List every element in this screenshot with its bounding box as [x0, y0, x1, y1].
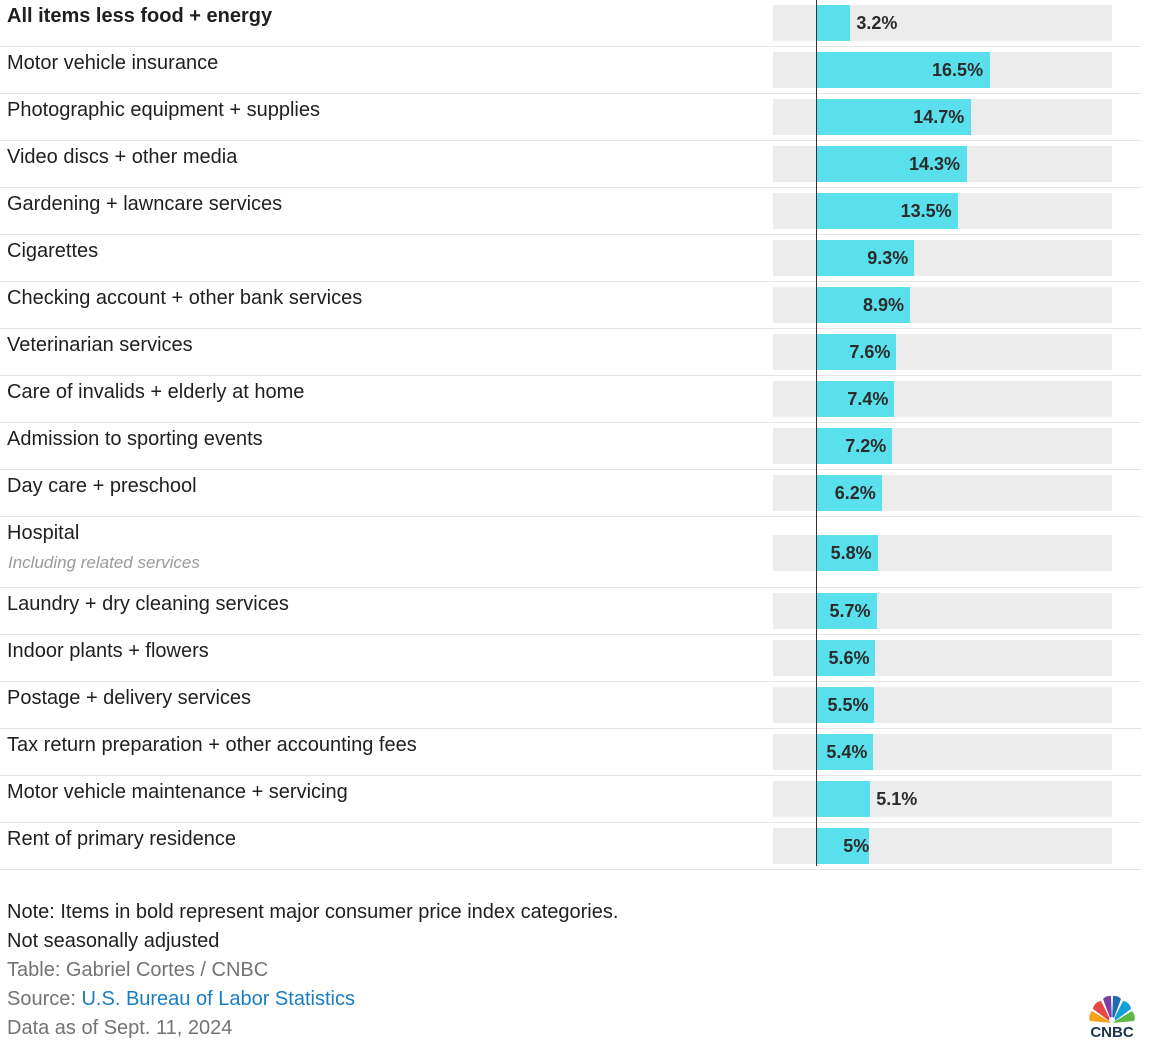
value-label: 5.5%: [827, 695, 869, 715]
value-bar: [816, 5, 851, 41]
category-label: Care of invalids + elderly at home: [7, 381, 305, 403]
cpi-bar-table: All items less food + energy 3.2% Motor ve…: [0, 0, 1141, 870]
table-row: Cigarettes 9.3%: [0, 235, 1141, 282]
table-row: Rent of primary residence 5%: [0, 823, 1141, 870]
value-label: 16.5%: [932, 60, 984, 80]
value-bar: [816, 193, 959, 229]
category-label: Day care + preschool: [7, 475, 197, 497]
value-bar: [816, 334, 897, 370]
table-row: Laundry + dry cleaning services 5.7%: [0, 588, 1141, 635]
category-label: Video discs + other media: [7, 146, 238, 168]
value-bar: [816, 475, 882, 511]
value-bar: [816, 99, 971, 135]
table-row: Day care + preschool 6.2%: [0, 470, 1141, 517]
value-bar: [816, 240, 915, 276]
table-credit: Table: Gabriel Cortes / CNBC: [7, 959, 269, 981]
table-row: Indoor plants + flowers 5.6%: [0, 635, 1141, 682]
zero-axis-line: [815, 0, 817, 866]
value-label: 14.7%: [913, 107, 965, 127]
value-label: 5%: [843, 836, 870, 856]
category-label: Indoor plants + flowers: [7, 640, 209, 662]
value-bar: [816, 640, 876, 676]
category-label: Veterinarian services: [7, 334, 193, 356]
table-row: Photographic equipment + supplies 14.7%: [0, 94, 1141, 141]
table-row: Care of invalids + elderly at home 7.4%: [0, 376, 1141, 423]
value-label: 7.4%: [847, 389, 889, 409]
value-bar: [816, 734, 874, 770]
value-label: 5.7%: [829, 601, 871, 621]
source-prefix: Source:: [7, 988, 82, 1010]
category-label: Laundry + dry cleaning services: [7, 593, 289, 615]
category-label: Tax return preparation + other accountin…: [7, 734, 417, 756]
data-date: Data as of Sept. 11, 2024: [7, 1017, 233, 1039]
footer-seasonal-note: Not seasonally adjusted: [7, 930, 220, 952]
category-label: Gardening + lawncare services: [7, 193, 283, 215]
value-label: 9.3%: [867, 248, 909, 268]
value-bar: [816, 146, 967, 182]
table-row: Checking account + other bank services 8.…: [0, 282, 1141, 329]
table-row: Admission to sporting events 7.2%: [0, 423, 1141, 470]
value-bar: [816, 687, 875, 723]
category-label: Hospital: [7, 522, 80, 544]
category-label: Rent of primary residence: [7, 828, 236, 850]
source-line: Source: U.S. Bureau of Labor Statistics: [7, 985, 1067, 1014]
value-label: 5.8%: [830, 543, 872, 563]
category-sublabel: Including related services: [8, 553, 200, 572]
value-label: 14.3%: [909, 154, 961, 174]
category-label: Photographic equipment + supplies: [7, 99, 320, 121]
value-label: 3.2%: [856, 13, 898, 33]
table-row: Hospital Including related services 5.8%: [0, 517, 1141, 588]
cnbc-peacock-icon: [1089, 995, 1135, 1023]
category-label: Checking account + other bank services: [7, 287, 363, 309]
value-label: 5.1%: [876, 789, 918, 809]
category-label: Postage + delivery services: [7, 687, 252, 709]
value-label: 7.2%: [845, 436, 887, 456]
value-label: 8.9%: [863, 295, 905, 315]
value-label: 6.2%: [834, 483, 876, 503]
category-label: Motor vehicle insurance: [7, 52, 219, 74]
category-label: Cigarettes: [7, 240, 99, 262]
table-row: Tax return preparation + other accountin…: [0, 729, 1141, 776]
cnbc-logo-text: CNBC: [1090, 1024, 1134, 1041]
source-link[interactable]: U.S. Bureau of Labor Statistics: [81, 988, 355, 1010]
table-row: All items less food + energy 3.2%: [0, 0, 1141, 47]
table-row: Veterinarian services 7.6%: [0, 329, 1141, 376]
value-bar: [816, 381, 895, 417]
value-bar: [816, 287, 910, 323]
table-row: Motor vehicle maintenance + servicing 5.1…: [0, 776, 1141, 823]
value-bar: [816, 593, 877, 629]
footer-note: Note: Items in bold represent major cons…: [7, 901, 619, 923]
value-label: 5.6%: [828, 648, 870, 668]
value-bar: [816, 828, 870, 864]
value-bar: [816, 535, 878, 571]
value-bar: [816, 52, 990, 88]
value-label: 5.4%: [826, 742, 868, 762]
category-label: Motor vehicle maintenance + servicing: [7, 781, 348, 803]
value-label: 7.6%: [849, 342, 891, 362]
value-bar: [816, 781, 871, 817]
value-label: 13.5%: [900, 201, 952, 221]
table-row: Video discs + other media 14.3%: [0, 141, 1141, 188]
table-row: Gardening + lawncare services 13.5%: [0, 188, 1141, 235]
category-label: All items less food + energy: [7, 5, 273, 27]
table-row: Postage + delivery services 5.5%: [0, 682, 1141, 729]
footer: Note: Items in bold represent major cons…: [7, 898, 1067, 1043]
value-bar: [816, 428, 893, 464]
category-label: Admission to sporting events: [7, 428, 263, 450]
cnbc-logo: CNBC: [1083, 994, 1141, 1044]
table-row: Motor vehicle insurance 16.5%: [0, 47, 1141, 94]
